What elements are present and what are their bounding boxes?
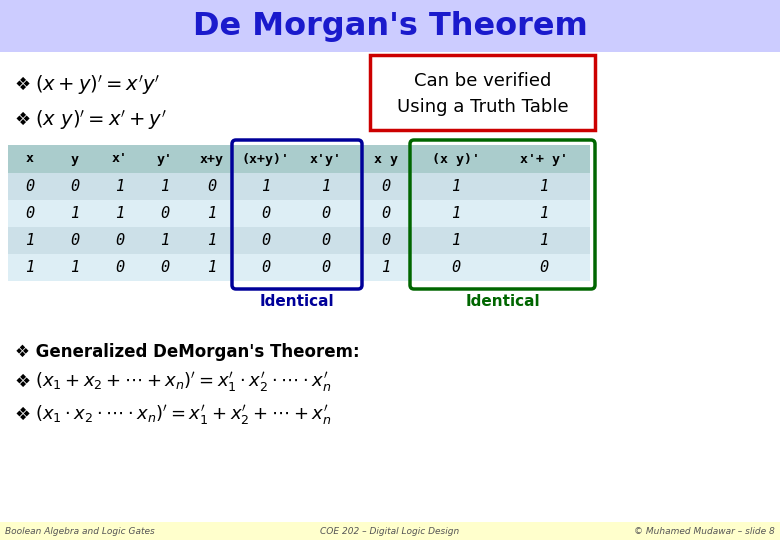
Text: $(x_1 \cdot x_2 \cdot \cdots \cdot x_n)' = x_1' + x_2' + \cdots + x_n'$: $(x_1 \cdot x_2 \cdot \cdots \cdot x_n)'… [35,403,332,427]
Text: ❖: ❖ [15,76,31,94]
Text: 1: 1 [26,233,34,248]
Text: 1: 1 [381,260,391,275]
Text: 1: 1 [115,179,124,194]
Text: ❖: ❖ [15,111,31,129]
Text: ❖: ❖ [15,406,31,424]
Text: y: y [70,152,79,165]
Text: 1: 1 [321,179,331,194]
Text: 0: 0 [70,179,79,194]
Text: 1: 1 [452,233,460,248]
Text: © Muhamed Mudawar – slide 8: © Muhamed Mudawar – slide 8 [634,526,775,536]
Text: (x y)': (x y)' [432,152,480,165]
Text: 0: 0 [115,260,124,275]
Text: 0: 0 [115,233,124,248]
Bar [8,200,590,227]
Text: 0: 0 [26,179,34,194]
Text: $(x_1 + x_2 + \cdots + x_n)' = x_1' \cdot x_2' \cdot \cdots \cdot x_n'$: $(x_1 + x_2 + \cdots + x_n)' = x_1' \cdo… [35,370,332,394]
Text: 0: 0 [261,233,271,248]
Text: 0: 0 [261,260,271,275]
Text: 0: 0 [261,206,271,221]
Bar [0,522,780,540]
Text: 1: 1 [115,206,124,221]
Text: 0: 0 [160,206,169,221]
Text: 1: 1 [207,260,217,275]
Text: 0: 0 [452,260,460,275]
Text: 0: 0 [321,206,331,221]
Text: 1: 1 [70,260,79,275]
Text: COE 202 – Digital Logic Design: COE 202 – Digital Logic Design [321,526,459,536]
Text: 1: 1 [207,233,217,248]
Text: 1: 1 [539,233,548,248]
Bar [8,145,590,173]
Text: 1: 1 [452,206,460,221]
Text: ❖: ❖ [15,373,31,391]
Text: Identical: Identical [260,294,335,308]
Text: 1: 1 [452,179,460,194]
Bar [8,173,590,200]
Text: x: x [26,152,34,165]
Text: Identical: Identical [465,294,540,308]
Text: 1: 1 [207,206,217,221]
Text: 1: 1 [539,206,548,221]
Text: 0: 0 [26,206,34,221]
Text: y': y' [157,152,172,165]
Text: 1: 1 [261,179,271,194]
Bar [8,227,590,254]
Text: 0: 0 [539,260,548,275]
Text: $(x\ y)' = x' + y'$: $(x\ y)' = x' + y'$ [35,108,167,132]
Text: x': x' [112,152,127,165]
Text: 0: 0 [207,179,217,194]
Text: 0: 0 [321,260,331,275]
Text: $(x + y)' = x'y'$: $(x + y)' = x'y'$ [35,73,161,97]
Text: ❖ Generalized DeMorgan's Theorem:: ❖ Generalized DeMorgan's Theorem: [15,343,360,361]
Text: 0: 0 [381,233,391,248]
Text: Using a Truth Table: Using a Truth Table [397,98,569,117]
Text: 1: 1 [539,179,548,194]
Text: x'y': x'y' [310,152,342,165]
Text: 1: 1 [26,260,34,275]
Text: 0: 0 [70,233,79,248]
Text: x'+ y': x'+ y' [519,152,568,165]
Text: x y: x y [374,152,398,165]
Text: Can be verified: Can be verified [414,72,551,90]
Text: (x+y)': (x+y)' [242,152,290,165]
Text: Boolean Algebra and Logic Gates: Boolean Algebra and Logic Gates [5,526,154,536]
Text: 0: 0 [321,233,331,248]
Text: 0: 0 [381,179,391,194]
Text: 0: 0 [381,206,391,221]
Text: 1: 1 [70,206,79,221]
Bar [8,254,590,281]
Text: 1: 1 [160,233,169,248]
Text: 1: 1 [160,179,169,194]
Text: De Morgan's Theorem: De Morgan's Theorem [193,10,587,42]
FancyBboxPatch shape [370,55,595,130]
Text: 0: 0 [160,260,169,275]
Text: x+y: x+y [200,152,224,165]
Bar [0,0,780,52]
